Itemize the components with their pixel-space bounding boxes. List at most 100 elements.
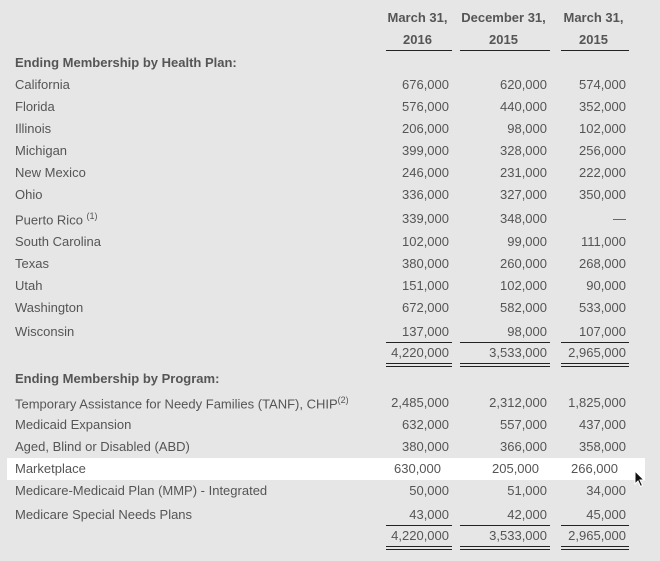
- total-double-line: [386, 363, 452, 367]
- cell-value: 42,000: [507, 507, 547, 522]
- cell-value: 102,000: [500, 278, 547, 293]
- row-label-text: Illinois: [15, 121, 52, 136]
- cell-value: 676,000: [402, 77, 449, 92]
- cell-value: 630,000: [394, 461, 441, 476]
- cell-value: 327,000: [500, 187, 547, 202]
- row-label-text: Ohio: [15, 187, 43, 202]
- cell-value: 576,000: [402, 99, 449, 114]
- row-label-text: Michigan: [15, 143, 68, 158]
- row-label-text: Florida: [15, 99, 55, 114]
- row-label: Ohio: [15, 187, 42, 202]
- table-row[interactable]: Medicare Special Needs Plans 43,000 42,000…: [0, 504, 660, 526]
- total-value: 2,965,000: [568, 345, 626, 360]
- column-header-line1: March 31,: [387, 10, 448, 25]
- table-row[interactable]: South Carolina 102,000 99,000 111,000: [0, 231, 660, 253]
- cell-value: 533,000: [579, 300, 626, 315]
- table-row[interactable]: Aged, Blind or Disabled (ABD) 380,000 366,…: [0, 436, 660, 458]
- row-label: Medicare-Medicaid Plan (MMP) - Integrate…: [15, 483, 267, 498]
- cell-value: 98,000: [507, 121, 547, 136]
- row-label: South Carolina: [15, 234, 101, 249]
- cell-value: 2,312,000: [489, 395, 547, 410]
- cell-value: 1,825,000: [568, 395, 626, 410]
- column-header-line1: December 31,: [461, 10, 546, 25]
- mouse-cursor-icon: [634, 469, 646, 491]
- cell-value: 582,000: [500, 300, 547, 315]
- table-row[interactable]: Utah 151,000 102,000 90,000: [0, 275, 660, 297]
- cell-value: 366,000: [500, 439, 547, 454]
- row-label-text: Marketplace: [15, 461, 86, 476]
- row-label-text: Puerto Rico: [15, 212, 83, 228]
- total-double-line: [561, 546, 629, 550]
- subtotal-line: [386, 342, 452, 343]
- row-label: Wisconsin: [15, 324, 74, 339]
- table-row[interactable]: Puerto Rico (1) 339,000 348,000 —: [0, 208, 660, 230]
- row-label: Puerto Rico (1): [15, 211, 98, 227]
- table-row[interactable]: Washington 672,000 582,000 533,000: [0, 297, 660, 319]
- subtotal-line: [460, 342, 550, 343]
- subtotal-line: [386, 525, 452, 526]
- total-value: 3,533,000: [489, 345, 547, 360]
- table-row[interactable]: Michigan 399,000 328,000 256,000: [0, 140, 660, 162]
- cell-value: 336,000: [402, 187, 449, 202]
- table-row[interactable]: California 676,000 620,000 574,000: [0, 74, 660, 96]
- cell-value: 380,000: [402, 256, 449, 271]
- table-row[interactable]: Temporary Assistance for Needy Families …: [0, 392, 660, 414]
- cell-value: 45,000: [586, 507, 626, 522]
- cell-value: 102,000: [402, 234, 449, 249]
- row-label: New Mexico: [15, 165, 86, 180]
- column-header-line2: 2015: [489, 32, 518, 47]
- column-header-line2: 2016: [403, 32, 432, 47]
- cell-value: 2,485,000: [391, 395, 449, 410]
- cell-value: 90,000: [586, 278, 626, 293]
- section-heading: Ending Membership by Health Plan:: [15, 55, 237, 70]
- column-header-line1: March 31,: [563, 10, 624, 25]
- cell-value: 328,000: [500, 143, 547, 158]
- cell-value: 137,000: [402, 324, 449, 339]
- row-label-text: Temporary Assistance for Needy Families …: [15, 396, 338, 412]
- table-row[interactable]: Florida 576,000 440,000 352,000: [0, 96, 660, 118]
- row-label-text: Washington: [15, 300, 84, 315]
- cell-value: 358,000: [579, 439, 626, 454]
- total-double-line: [460, 363, 550, 367]
- table-row[interactable]: Texas 380,000 260,000 268,000: [0, 253, 660, 275]
- cell-value: 246,000: [402, 165, 449, 180]
- total-row: 4,220,000 3,533,000 2,965,000: [0, 342, 660, 364]
- subtotal-line: [460, 525, 550, 526]
- table-row[interactable]: Marketplace 630,000 205,000 266,000: [7, 458, 645, 480]
- cell-value: 231,000: [500, 165, 547, 180]
- row-label: Temporary Assistance for Needy Families …: [15, 395, 349, 411]
- cell-value: 99,000: [507, 234, 547, 249]
- table-row[interactable]: Illinois 206,000 98,000 102,000: [0, 118, 660, 140]
- header-underline: [460, 50, 550, 51]
- row-label-text: South Carolina: [15, 234, 101, 249]
- table-row[interactable]: Ohio 336,000 327,000 350,000: [0, 184, 660, 206]
- row-label-text: California: [15, 77, 70, 92]
- header-underline: [561, 50, 629, 51]
- header-underline: [386, 50, 452, 51]
- table-row[interactable]: Medicaid Expansion 632,000 557,000 437,000: [0, 414, 660, 436]
- cell-value: 43,000: [409, 507, 449, 522]
- cell-value: 380,000: [402, 439, 449, 454]
- row-label: Illinois: [15, 121, 51, 136]
- cell-value: 339,000: [402, 211, 449, 226]
- cell-value: 107,000: [579, 324, 626, 339]
- row-label: Marketplace: [15, 461, 86, 476]
- table-row[interactable]: New Mexico 246,000 231,000 222,000: [0, 162, 660, 184]
- cell-value: 102,000: [579, 121, 626, 136]
- table-row[interactable]: Wisconsin 137,000 98,000 107,000: [0, 321, 660, 343]
- row-label-text: Aged, Blind or Disabled (ABD): [15, 439, 190, 454]
- total-value: 4,220,000: [391, 345, 449, 360]
- row-label: Michigan: [15, 143, 67, 158]
- table-row[interactable]: Medicare-Medicaid Plan (MMP) - Integrate…: [0, 480, 660, 502]
- cell-value: 348,000: [500, 211, 547, 226]
- row-label-text: Utah: [15, 278, 43, 293]
- cell-value: 440,000: [500, 99, 547, 114]
- row-label-text: New Mexico: [15, 165, 86, 180]
- cell-value: 399,000: [402, 143, 449, 158]
- total-value: 3,533,000: [489, 528, 547, 543]
- cell-value: 34,000: [586, 483, 626, 498]
- cell-value: 574,000: [579, 77, 626, 92]
- row-label: Aged, Blind or Disabled (ABD): [15, 439, 190, 454]
- cell-value: 437,000: [579, 417, 626, 432]
- cell-value: 222,000: [579, 165, 626, 180]
